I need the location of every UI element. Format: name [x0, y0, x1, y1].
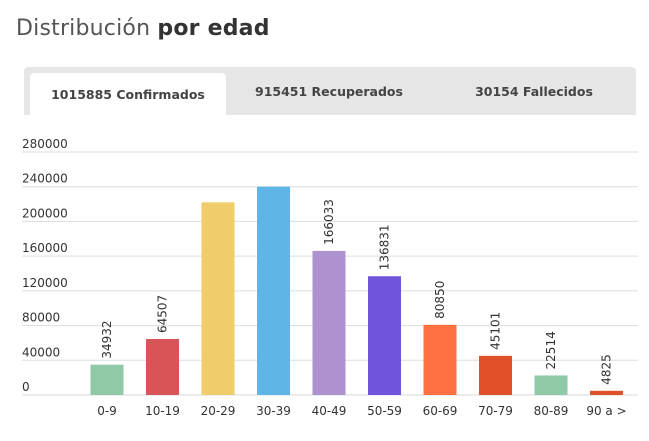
y-tick-label: 0 — [22, 380, 30, 394]
y-tick-label: 80000 — [22, 311, 60, 325]
x-tick-label: 80-89 — [534, 404, 569, 418]
bar-value-label: 136831 — [378, 224, 392, 270]
chart-title: Distribución por edad — [16, 16, 270, 41]
bar-value-label: 22514 — [544, 331, 558, 369]
x-tick-label: 10-19 — [145, 404, 180, 418]
y-tick-label: 240000 — [22, 172, 68, 186]
title-bold: por edad — [157, 16, 270, 41]
bar-value-label: 34932 — [100, 320, 114, 358]
bar — [90, 364, 124, 395]
x-tick-label: 20-29 — [201, 404, 236, 418]
y-tick-label: 160000 — [22, 241, 68, 255]
y-tick-label: 40000 — [22, 345, 60, 359]
y-tick-label: 200000 — [22, 206, 68, 220]
x-tick-label: 50-59 — [367, 404, 402, 418]
bar — [201, 202, 235, 395]
bar-value-label: 45101 — [489, 312, 503, 350]
bar — [312, 250, 346, 395]
x-tick-label: 40-49 — [312, 404, 347, 418]
bar — [146, 339, 179, 395]
bar — [368, 276, 401, 395]
y-tick-label: 120000 — [22, 276, 68, 290]
y-tick-label: 280000 — [22, 137, 68, 151]
bar-value-label: 166033 — [322, 199, 336, 245]
tab-bar: 1015885 Confirmados 915451 Recuperados 3… — [24, 67, 636, 115]
bar-value-label: 80850 — [433, 281, 447, 319]
x-tick-label: 0-9 — [97, 404, 117, 418]
tab-confirmados[interactable]: 1015885 Confirmados — [30, 73, 226, 115]
bar — [534, 375, 568, 395]
bar — [479, 355, 512, 395]
bar-value-label: 64507 — [156, 295, 170, 333]
x-tick-label: 30-39 — [256, 404, 291, 418]
tab-recuperados[interactable]: 915451 Recuperados — [255, 83, 403, 99]
x-tick-label: 60-69 — [423, 404, 458, 418]
bar-value-label: 4825 — [600, 354, 614, 385]
x-tick-label: 70-79 — [478, 404, 513, 418]
bar — [423, 324, 457, 395]
title-light: Distribución — [16, 16, 151, 41]
tab-fallecidos[interactable]: 30154 Fallecidos — [475, 83, 593, 99]
age-distribution-chart: 0 40000 80000 120000 160000 200000 240000 28000… — [22, 137, 638, 418]
x-tick-label: 90 a > — [586, 404, 626, 418]
bar — [257, 186, 290, 395]
bar — [590, 390, 623, 395]
